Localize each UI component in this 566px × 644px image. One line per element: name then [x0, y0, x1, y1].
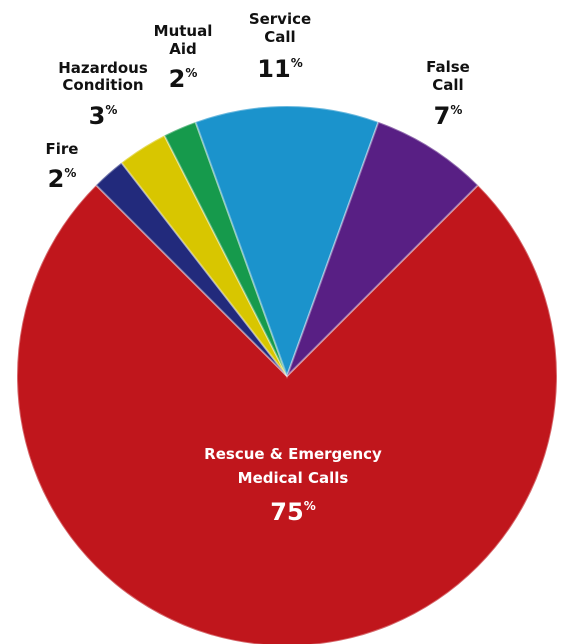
value-label: 2% — [169, 65, 198, 93]
value-number: 2 — [48, 165, 65, 193]
slice-label-line: Mutual — [154, 22, 213, 40]
value-label: 2% — [48, 165, 77, 193]
value-unit: % — [105, 103, 117, 117]
value-unit: % — [64, 166, 76, 180]
pie-slice — [16, 183, 558, 644]
slice-label-line: Aid — [169, 40, 197, 58]
value-unit: % — [185, 66, 197, 80]
value-number: 2 — [169, 65, 186, 93]
pie-slice — [194, 105, 380, 379]
value-label: 75% — [270, 498, 315, 526]
slice-label: Fire — [46, 140, 79, 158]
pie-slice — [120, 134, 288, 377]
pie-slice — [94, 161, 288, 377]
slice-label-line: False — [426, 58, 470, 76]
pie-slice — [163, 120, 288, 377]
pie-slice — [286, 120, 480, 377]
value-number: 11 — [257, 55, 290, 83]
value-number: 3 — [89, 102, 106, 130]
value-unit: % — [450, 103, 462, 117]
slice-label-line: Medical Calls — [238, 469, 349, 487]
slice-label: Mutual Aid — [154, 22, 213, 58]
value-unit: % — [304, 499, 316, 513]
slice-label-line: Fire — [46, 140, 79, 158]
slice-label-line: Hazardous — [58, 59, 148, 77]
slice-label-line: Rescue & Emergency — [204, 445, 382, 463]
slice-label-line: Call — [432, 76, 463, 94]
slice-label-line: Call — [264, 28, 295, 46]
value-number: 7 — [434, 102, 451, 130]
value-label: 11% — [257, 55, 302, 83]
slice-label: Service Call — [249, 10, 311, 46]
value-label: 7% — [434, 102, 463, 130]
value-unit: % — [291, 56, 303, 70]
slice-label: Rescue & Emergency Medical Calls — [204, 445, 382, 487]
slice-label-line: Service — [249, 10, 311, 28]
value-label: 3% — [89, 102, 118, 130]
slice-label-line: Condition — [62, 76, 143, 94]
value-number: 75 — [270, 498, 303, 526]
slice-label: Hazardous Condition — [58, 59, 148, 94]
slice-label: False Call — [426, 58, 470, 94]
